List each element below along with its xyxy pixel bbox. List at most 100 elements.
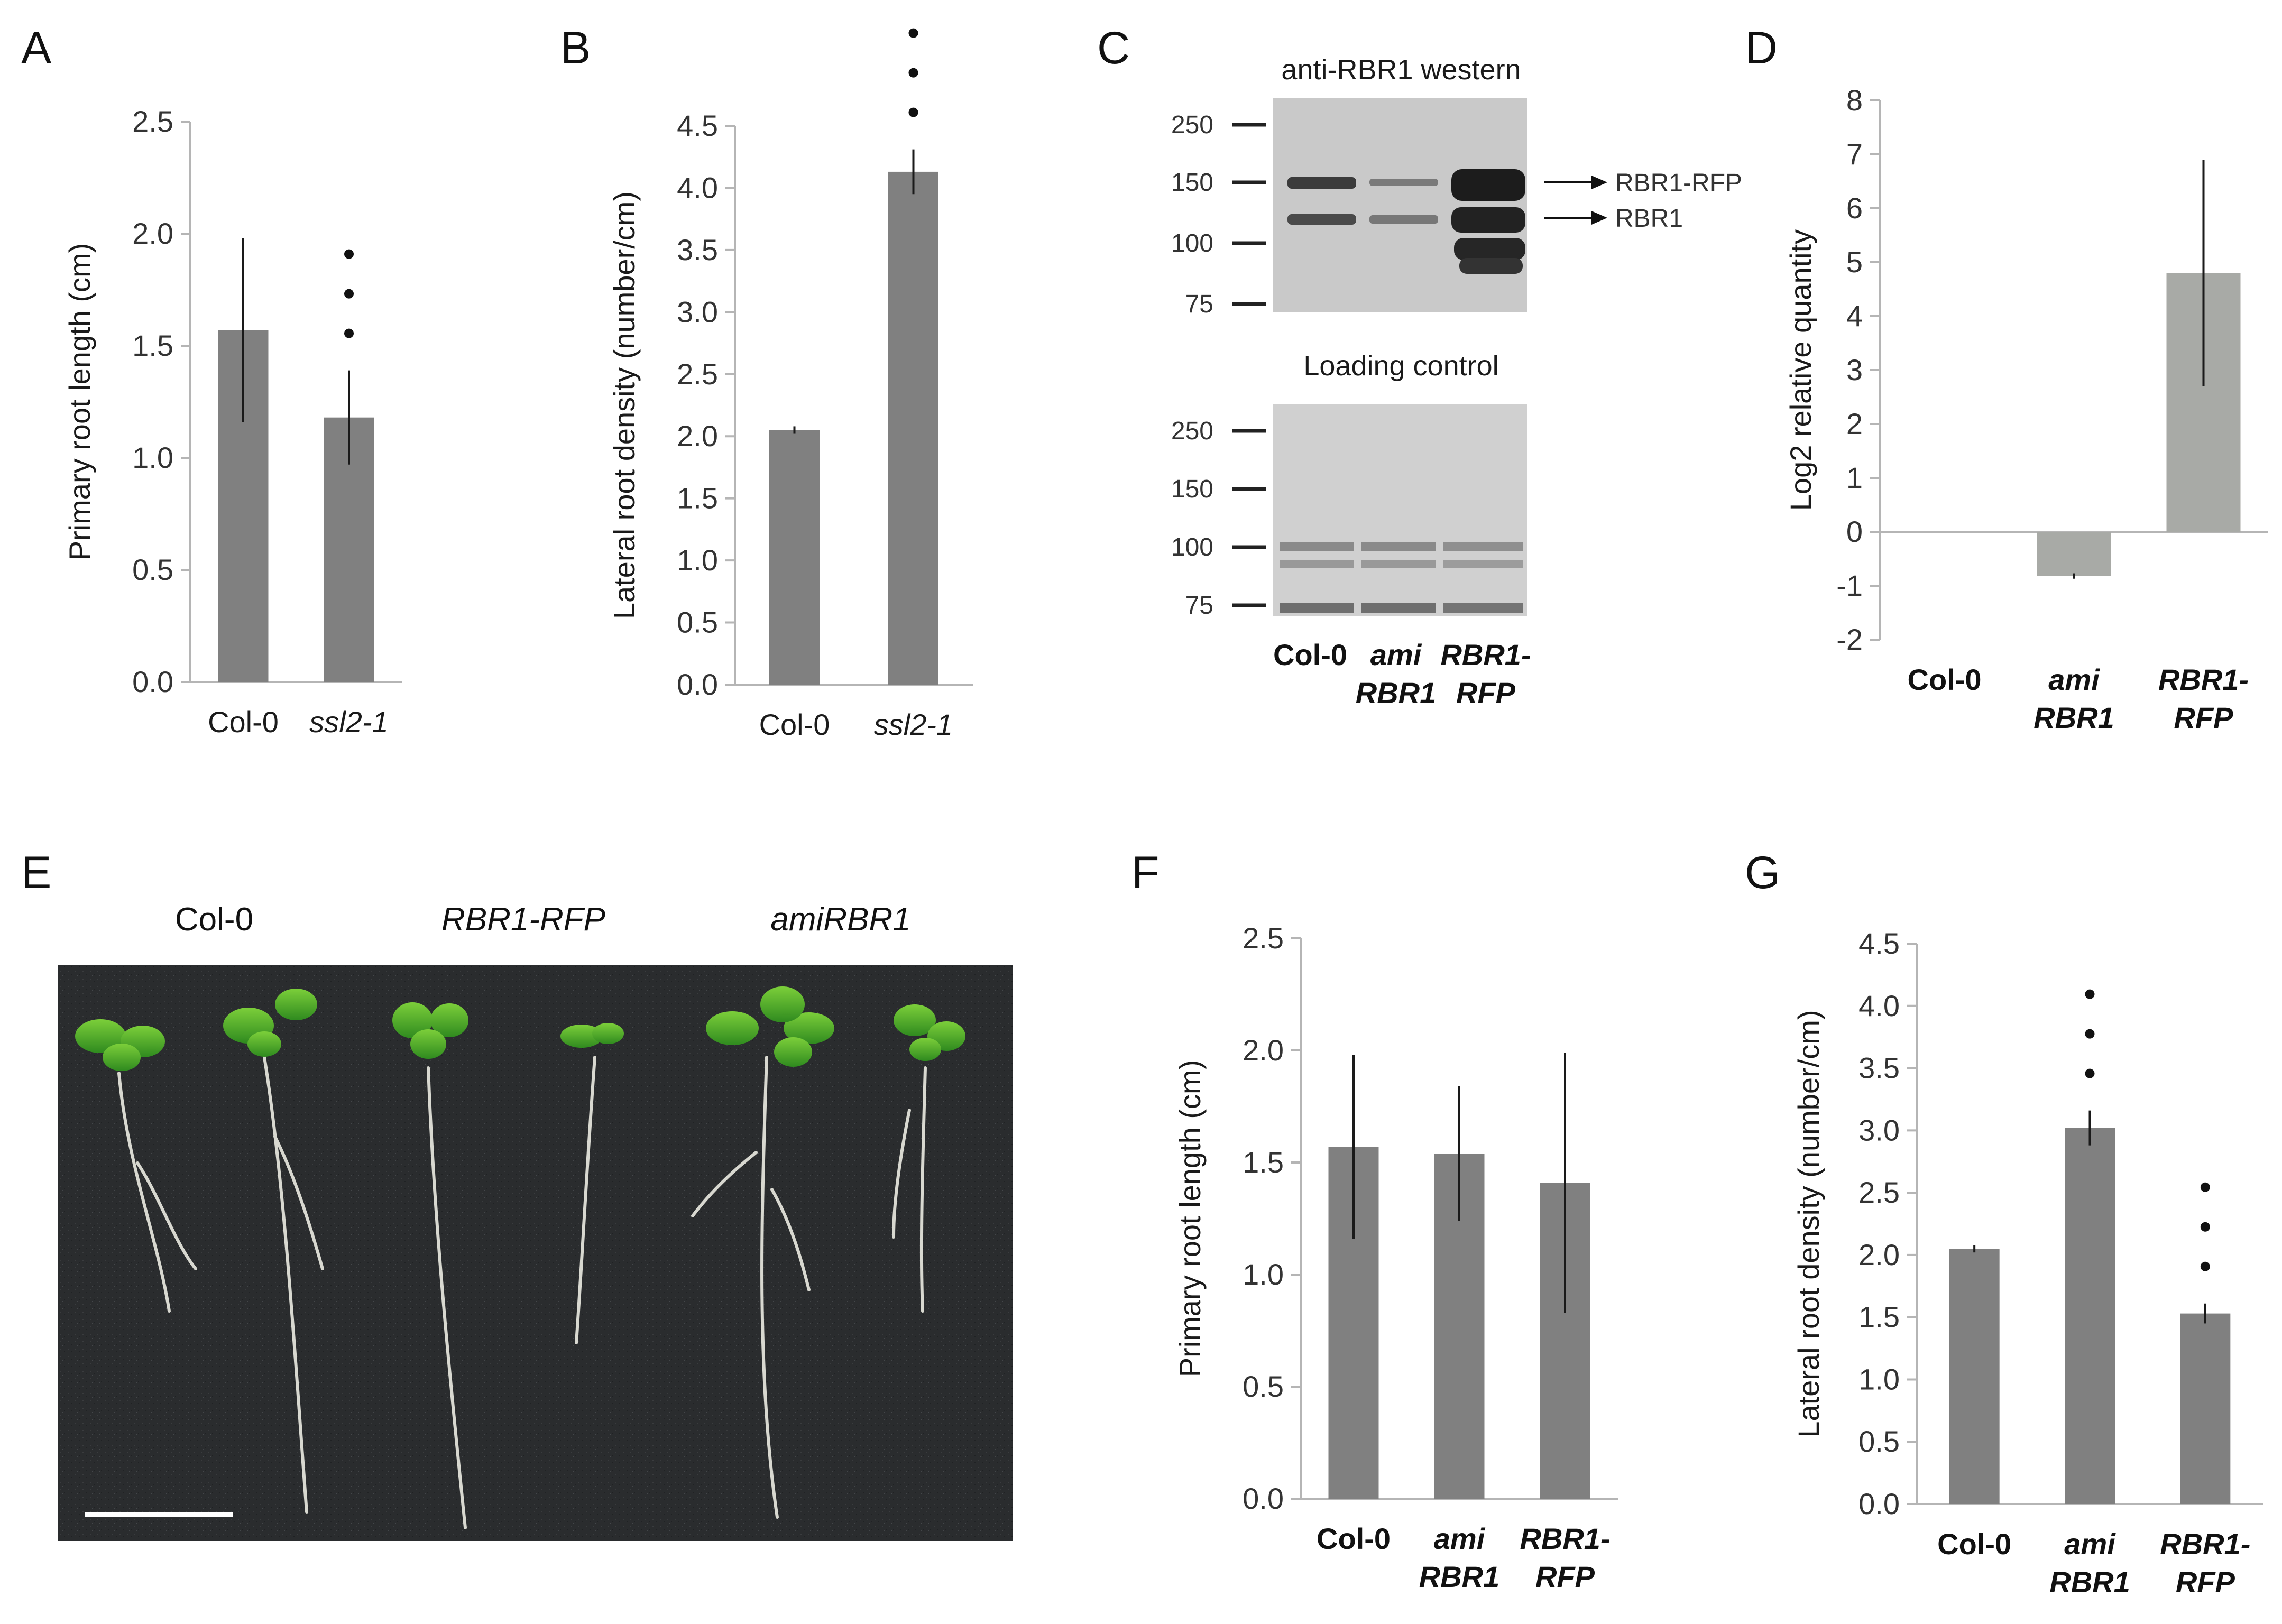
y-tick-label: 7 (1846, 137, 1863, 171)
marker-bottom-100: 100 (1171, 533, 1213, 561)
marker-top-250: 250 (1171, 111, 1213, 139)
band-col0-rbr1-lower (1287, 214, 1356, 225)
panel-letter-c: C (1097, 23, 1130, 73)
y-tick-label: 4.0 (677, 171, 718, 204)
western-bands (1287, 169, 1525, 274)
category-label: RFP (2176, 1565, 2235, 1599)
loading-bands (1280, 542, 1523, 613)
significance-dot (2200, 1222, 2210, 1232)
panel-letter-a: A (21, 23, 52, 73)
bar (1949, 1249, 2000, 1504)
significance-dot (908, 107, 918, 117)
category-label: Col-0 (1908, 663, 1982, 696)
significance-dot (908, 68, 918, 78)
y-tick-label: 2.5 (132, 105, 173, 138)
category-label: RFP (2174, 701, 2234, 734)
western-blot-panel: anti-RBR1 western 250 150 100 75 RBR1-RF… (1171, 54, 1742, 709)
band-rfp-1 (1451, 169, 1525, 201)
y-axis-title: Lateral root density (number/cm) (1792, 1010, 1825, 1437)
y-tick-label: 3 (1846, 353, 1863, 386)
marker-top-100: 100 (1171, 229, 1213, 257)
significance-dot (2200, 1182, 2210, 1192)
y-tick-label: 2.0 (677, 419, 718, 453)
y-tick-label: 0.5 (677, 606, 718, 639)
category-label: RBR1 (1419, 1560, 1499, 1593)
category-label: ssl2-1 (309, 705, 388, 739)
panel-letter-d: D (1745, 23, 1778, 73)
arrow-label-rbr1: RBR1 (1615, 205, 1683, 233)
chart-f: 0.0 0.5 1.0 1.5 2.0 2.5 Primary root length (c… (1173, 921, 1618, 1593)
lane-label-rbr1: RBR1 (1356, 676, 1436, 709)
significance-dot (344, 328, 354, 338)
y-axis-title: Log2 relative quantity (1784, 229, 1817, 511)
y-tick-label: 1.5 (1243, 1146, 1284, 1179)
y-tick-label: -1 (1836, 569, 1863, 602)
category-label: ssl2-1 (874, 708, 953, 741)
arrow-label-rbr1-rfp: RBR1-RFP (1615, 169, 1742, 197)
chart-g: 0.0 0.5 1.0 1.5 2.0 2.5 3.0 3.5 4.0 4.5 Lateral ro… (1792, 927, 2263, 1599)
loading-control-title: Loading control (1303, 350, 1498, 382)
y-tick-label: 1.0 (132, 441, 173, 474)
marker-bottom-250: 250 (1171, 417, 1213, 445)
y-tick-label: 2.5 (1858, 1176, 1900, 1209)
marker-bottom-150: 150 (1171, 475, 1213, 503)
category-label: RBR1- (2160, 1527, 2250, 1561)
bar (2037, 532, 2111, 576)
panel-letter-g: G (1745, 847, 1780, 898)
chart-a: 0.0 0.5 1.0 1.5 2.0 2.5 Primary root length (c… (63, 105, 402, 739)
chart-b: 0.0 0.5 1.0 1.5 2.0 2.5 3.0 3.5 4.0 4.5 Lateral ro… (608, 28, 973, 741)
lane-label-col0: Col-0 (1273, 638, 1347, 671)
loading-control-image (1273, 404, 1527, 616)
western-blot-image (1273, 98, 1527, 312)
y-tick-label: 4.0 (1858, 989, 1900, 1022)
y-tick-label: 3.5 (1858, 1051, 1900, 1085)
y-tick-label: 0.5 (1858, 1425, 1900, 1458)
y-tick-label: 3.0 (677, 295, 718, 328)
y-tick-label: 1.0 (677, 543, 718, 577)
y-tick-label: 5 (1846, 245, 1863, 279)
significance-dot (2200, 1261, 2210, 1271)
y-tick-label: 2.0 (1243, 1034, 1284, 1067)
panel-letter-e: E (21, 847, 51, 898)
category-label: RFP (1535, 1560, 1595, 1593)
y-tick-label: 6 (1846, 191, 1863, 225)
bar (769, 430, 820, 685)
seedling-roots (117, 1056, 927, 1529)
category-label: ami (2048, 663, 2100, 696)
y-tick-label: 0.0 (1243, 1482, 1284, 1515)
category-label: Col-0 (1937, 1527, 2011, 1561)
bar (2065, 1128, 2115, 1504)
y-tick-label: 0.5 (1243, 1370, 1284, 1403)
lane-label-rbr1-dash: RBR1- (1440, 638, 1531, 671)
category-label: RBR1- (1520, 1522, 1610, 1555)
category-label: Col-0 (208, 705, 279, 739)
category-label: RBR1 (2049, 1565, 2130, 1599)
y-tick-label: 1 (1846, 461, 1863, 494)
y-tick-label: 2.0 (1858, 1238, 1900, 1271)
chart-d: -2 -1 0 1 2 3 4 5 6 7 8 Log2 relative quantity Col-0… (1784, 84, 2268, 734)
y-tick-label: 4.5 (1858, 927, 1900, 960)
y-tick-label: 2 (1846, 407, 1863, 440)
lane-label-rfp: RFP (1456, 676, 1516, 709)
y-tick-label: 0 (1846, 515, 1863, 548)
category-label: Col-0 (1317, 1522, 1391, 1555)
band-rfp-2 (1451, 207, 1525, 233)
significance-dot (2085, 1068, 2095, 1078)
y-tick-label: 0.0 (132, 665, 173, 698)
y-tick-label: 0.5 (132, 553, 173, 586)
category-label: ami (2064, 1527, 2116, 1561)
band-ami-rbr1-lower (1369, 215, 1438, 224)
y-tick-label: 8 (1846, 84, 1863, 117)
photo-label-amirbr1: amiRBR1 (770, 901, 910, 938)
category-label: ami (1434, 1522, 1486, 1555)
band-ami-rbr1 (1369, 179, 1438, 186)
category-label: RBR1- (2158, 663, 2249, 696)
bar (2180, 1313, 2231, 1504)
y-tick-label: -2 (1836, 623, 1863, 656)
significance-dot (344, 289, 354, 299)
blot-lane-labels: Col-0 ami RBR1 RBR1- RFP (1273, 638, 1531, 709)
western-title: anti-RBR1 western (1281, 54, 1521, 86)
y-tick-label: 4.5 (677, 109, 718, 142)
y-tick-label: 0.0 (677, 668, 718, 701)
